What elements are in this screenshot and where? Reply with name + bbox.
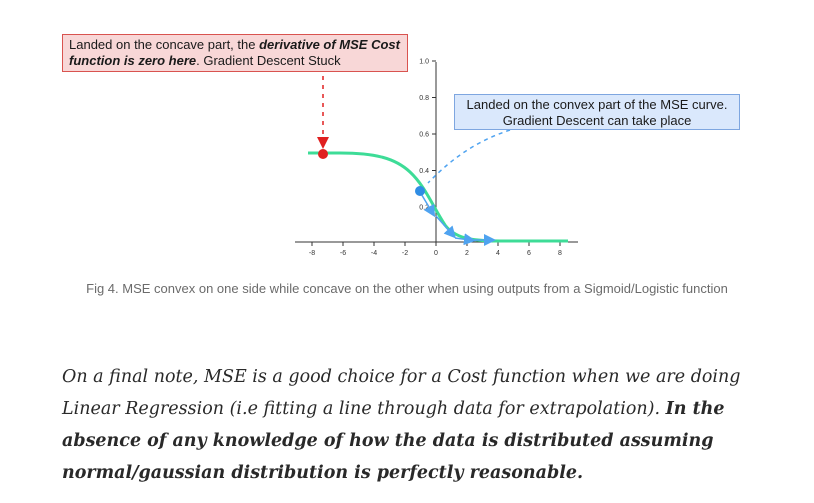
x-tick-label: 2 [465, 250, 469, 257]
stuck-point [318, 149, 328, 159]
paragraph-bold-text: In the absence of any knowledge of how t… [62, 399, 725, 483]
paragraph-italic-text: On a final note, MSE is a good choice fo… [62, 367, 741, 419]
x-tick-label: -6 [340, 250, 346, 257]
convex-point [415, 186, 425, 196]
sigmoid-curve [308, 151, 568, 243]
y-tick-label: 1.0 [419, 59, 429, 66]
body-paragraph: On a final note, MSE is a good choice fo… [62, 361, 762, 489]
figure-illustration: 0.2 0.4 0.6 0.8 1.0 -8 -6 -4 -2 0 2 4 6 8 Landed on … [62, 34, 740, 257]
x-tick-label: 6 [527, 250, 531, 257]
x-tick-label: 8 [558, 250, 562, 257]
y-tick-label: 0.4 [419, 168, 429, 175]
y-tick-label: 0.8 [419, 95, 429, 102]
figure-caption: Fig 4. MSE convex on one side while conc… [86, 281, 728, 296]
y-tick-label: 0.6 [419, 132, 429, 139]
callout-concave-suffix: . Gradient Descent Stuck [196, 53, 341, 68]
x-tick-label: 0 [434, 250, 438, 257]
callout-convex-text: Landed on the convex part of the MSE cur… [466, 97, 728, 128]
x-tick-label: 4 [496, 250, 500, 257]
x-tick-label: -8 [309, 250, 315, 257]
callout-concave: Landed on the concave part, the derivati… [62, 34, 408, 72]
callout-concave-emphasis: derivative of MSE Cost function is zero … [69, 37, 400, 68]
descent-arrow-3 [454, 233, 476, 246]
convex-pointer-line [427, 129, 511, 184]
sigmoid-mse-plot: 0.20.40.60.81.0 -8 -6 -4 -2 0 2 4 6 8 [295, 59, 578, 257]
callout-convex: Landed on the convex part of the MSE cur… [454, 94, 740, 130]
descent-arrow-2 [435, 215, 456, 239]
x-tick-label: -4 [371, 250, 377, 257]
callout-concave-prefix: Landed on the concave part, the [69, 37, 260, 52]
x-tick-label: -2 [402, 250, 408, 257]
